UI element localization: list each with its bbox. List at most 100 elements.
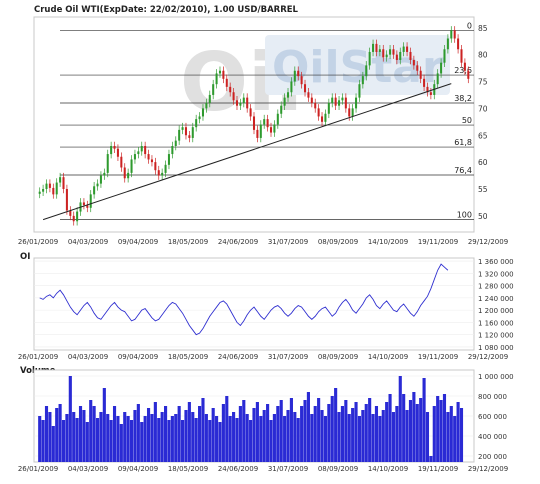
volume-bar (228, 416, 232, 462)
x-tick-label: 26/01/2009 (18, 353, 58, 361)
candle-body (338, 100, 341, 106)
candle-body (259, 124, 262, 138)
x-tick-label: 14/10/2009 (368, 465, 408, 473)
volume-bar (85, 422, 89, 462)
volume-bars (38, 376, 464, 462)
volume-bar (412, 392, 416, 462)
volume-bar (255, 402, 259, 462)
volume-bar (194, 418, 198, 462)
candle-body (62, 177, 65, 189)
candle-body (99, 175, 102, 184)
volume-bar (191, 412, 195, 462)
volume-bar (211, 408, 215, 462)
x-tick-label: 04/03/2009 (68, 465, 108, 473)
oi-y-tick-label: 1 160 000 (478, 319, 514, 327)
candle-body (426, 86, 429, 93)
candle-body (137, 151, 140, 155)
candle-body (341, 97, 344, 101)
volume-bar (235, 418, 239, 462)
fib-level-label: 50 (462, 116, 472, 125)
volume-bar (238, 406, 242, 462)
volume-bar (262, 410, 266, 462)
candle-body (72, 215, 75, 222)
candle-body (358, 84, 361, 98)
x-tick-label: 29/12/2009 (468, 353, 508, 361)
volume-bar (242, 400, 246, 462)
volume-bar (252, 408, 256, 462)
volume-bar (300, 406, 304, 462)
fib-level-label: 100 (457, 211, 472, 220)
volume-bar (187, 402, 191, 462)
volume-bar (225, 396, 229, 462)
volume-bar (38, 416, 42, 462)
candle-body (443, 49, 446, 63)
y-tick-label: 85 (478, 24, 488, 33)
volume-bar (266, 404, 270, 462)
volume-bar (58, 404, 62, 462)
x-tick-label: 18/05/2009 (168, 238, 208, 246)
volume-bar (419, 398, 423, 462)
candle-body (297, 70, 300, 77)
candle-body (167, 154, 170, 165)
volume-bar (327, 404, 331, 462)
volume-bar (48, 412, 52, 462)
oi-y-tick-label: 1 240 000 (478, 295, 514, 303)
volume-bar (89, 400, 93, 462)
y-tick-label: 65 (478, 131, 488, 140)
volume-bar (296, 418, 300, 462)
candle-body (130, 159, 133, 173)
volume-bar (221, 404, 225, 462)
volume-bar (276, 406, 280, 462)
volume-bar (133, 410, 137, 462)
volume-bar (78, 406, 83, 462)
volume-bar (313, 406, 317, 462)
oi-series-line (39, 263, 449, 336)
candle-body (45, 183, 48, 189)
candle-body (399, 51, 402, 60)
oi-y-tick-label: 1 120 000 (478, 332, 514, 340)
volume-bar (184, 410, 188, 462)
candle-body (69, 210, 72, 216)
x-tick-label: 19/11/2009 (418, 238, 458, 246)
volume-y-axis: 1 000 000 800 000 600 000 400 000 200 000 (478, 373, 514, 461)
volume-bar (72, 412, 76, 462)
x-tick-label: 24/06/2009 (218, 353, 258, 361)
volume-bar (279, 400, 283, 462)
x-tick-label: 26/01/2009 (18, 238, 58, 246)
candle-body (276, 113, 279, 125)
volume-bar (51, 426, 55, 462)
candle-body (463, 62, 466, 71)
candle-body (123, 167, 126, 179)
volume-bar (385, 402, 389, 462)
candle-body (372, 43, 375, 52)
candle-body (361, 76, 364, 85)
candle-body (290, 81, 293, 93)
x-tick-label: 31/07/2009 (268, 238, 308, 246)
candle-body (164, 164, 167, 173)
candle-body (467, 70, 470, 79)
fib-level-label: 0 (467, 21, 472, 30)
volume-bar (381, 410, 385, 462)
volume-bar (283, 416, 287, 462)
volume-bar (344, 400, 348, 462)
volume-bar (361, 410, 365, 462)
candle-body (205, 103, 208, 109)
candle-body (317, 108, 320, 117)
candle-body (307, 92, 310, 98)
volume-bar (150, 414, 154, 462)
price-watermark: Oil OilStar (180, 35, 450, 129)
volume-bar (65, 414, 69, 462)
candle-body (378, 49, 381, 52)
x-tick-label: 19/11/2009 (418, 353, 458, 361)
candle-body (201, 108, 204, 117)
volume-bar (201, 398, 205, 462)
volume-bar (337, 412, 341, 462)
x-tick-label: 14/10/2009 (368, 238, 408, 246)
candle-body (263, 119, 266, 125)
x-tick-label: 29/12/2009 (468, 465, 508, 473)
volume-bar (340, 406, 345, 462)
candle-body (113, 146, 116, 149)
candle-body (116, 148, 119, 157)
fib-level-label: 38,2 (454, 94, 472, 103)
candle-body (157, 170, 160, 176)
